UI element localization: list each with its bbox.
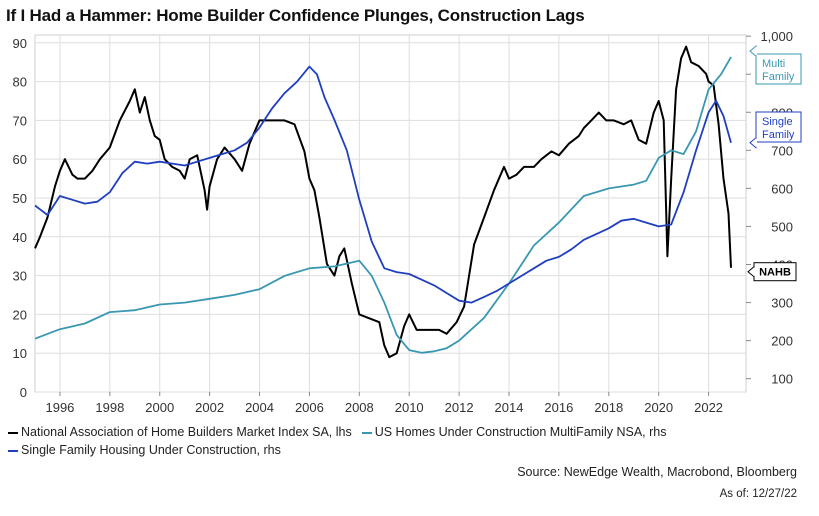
x-tick-label: 1996 — [45, 400, 74, 415]
y-left-tick-label: 40 — [13, 230, 27, 245]
x-tick-label: 2006 — [295, 400, 324, 415]
nahb-end-label-text: NAHB — [759, 267, 791, 279]
multifamily-end-label-text: Family — [762, 71, 795, 83]
as-of-date: As of: 12/27/22 — [719, 488, 797, 500]
multifamily-end-label-text: Multi — [762, 58, 785, 70]
legend-label-multifamily: US Homes Under Construction MultiFamily … — [374, 425, 667, 439]
y-left-tick-label: 90 — [13, 36, 27, 51]
legend-swatch-nahb — [8, 431, 18, 434]
single-family-end-label-box — [755, 111, 802, 143]
x-tick-label: 2010 — [395, 400, 424, 415]
x-tick-label: 2020 — [644, 400, 673, 415]
multifamily-end-label-box — [755, 53, 802, 85]
single-family-end-label-text: Family — [762, 129, 795, 141]
series-group — [34, 45, 732, 359]
multifamily-end-label: MultiFamily — [749, 45, 802, 85]
x-tick-label: 2004 — [245, 400, 274, 415]
y-left-tick-label: 50 — [13, 191, 27, 206]
y-axis-left: 0 10 20 30 40 50 60 70 80 90 — [13, 36, 27, 400]
y-right-tick-label: 500 — [771, 219, 793, 234]
legend-row-2: Single Family Housing Under Construction… — [8, 443, 281, 457]
legend-label-single-family: Single Family Housing Under Construction… — [21, 443, 281, 457]
y-right-tick-label: 300 — [771, 296, 793, 311]
plot-border — [34, 34, 747, 393]
x-tick-label: 2018 — [594, 400, 623, 415]
x-tick-label: 2008 — [345, 400, 374, 415]
chart-canvas: 1996 1998 2000 2002 2004 2006 2008 2010 2012 2014… — [13, 29, 802, 415]
y-left-tick-label: 30 — [13, 269, 27, 284]
series-line-nahb — [34, 45, 732, 359]
grid — [34, 34, 747, 393]
y-right-tick-label: 700 — [771, 143, 793, 158]
y-left-tick-label: 60 — [13, 152, 27, 167]
y-left-tick-label: 20 — [13, 307, 27, 322]
x-axis: 1996 1998 2000 2002 2004 2006 2008 2010 2012 2014… — [45, 392, 723, 415]
legend-label-nahb: National Association of Home Builders Ma… — [21, 425, 352, 439]
legend-swatch-single-family — [8, 449, 18, 452]
source-note: Source: NewEdge Wealth, Macrobond, Bloom… — [517, 465, 797, 479]
y-left-tick-label: 10 — [13, 346, 27, 361]
legend-swatch-multifamily — [361, 431, 372, 434]
single-family-end-label-text: Single — [762, 116, 793, 128]
y-right-tick-label: 200 — [771, 334, 793, 349]
y-right-tick-label: 100 — [771, 372, 793, 387]
x-tick-label: 2016 — [544, 400, 573, 415]
series-line-single-family — [34, 65, 732, 304]
x-tick-label: 2014 — [495, 400, 524, 415]
x-tick-label: 2012 — [445, 400, 474, 415]
x-tick-label: 2002 — [195, 400, 224, 415]
chart-title: If I Had a Hammer: Home Builder Confiden… — [6, 6, 585, 25]
y-left-tick-label: 70 — [13, 113, 27, 128]
y-left-tick-label: 0 — [20, 385, 27, 400]
x-tick-label: 2000 — [145, 400, 174, 415]
y-left-tick-label: 80 — [13, 75, 27, 90]
x-tick-label: 1998 — [95, 400, 124, 415]
y-right-tick-label: 1,000 — [760, 29, 793, 44]
y-right-tick-label: 600 — [771, 181, 793, 196]
series-line-multifamily — [34, 56, 732, 354]
nahb-end-label: NAHB — [747, 262, 797, 282]
x-tick-label: 2022 — [694, 400, 723, 415]
legend-row-1: National Association of Home Builders Ma… — [8, 425, 666, 439]
